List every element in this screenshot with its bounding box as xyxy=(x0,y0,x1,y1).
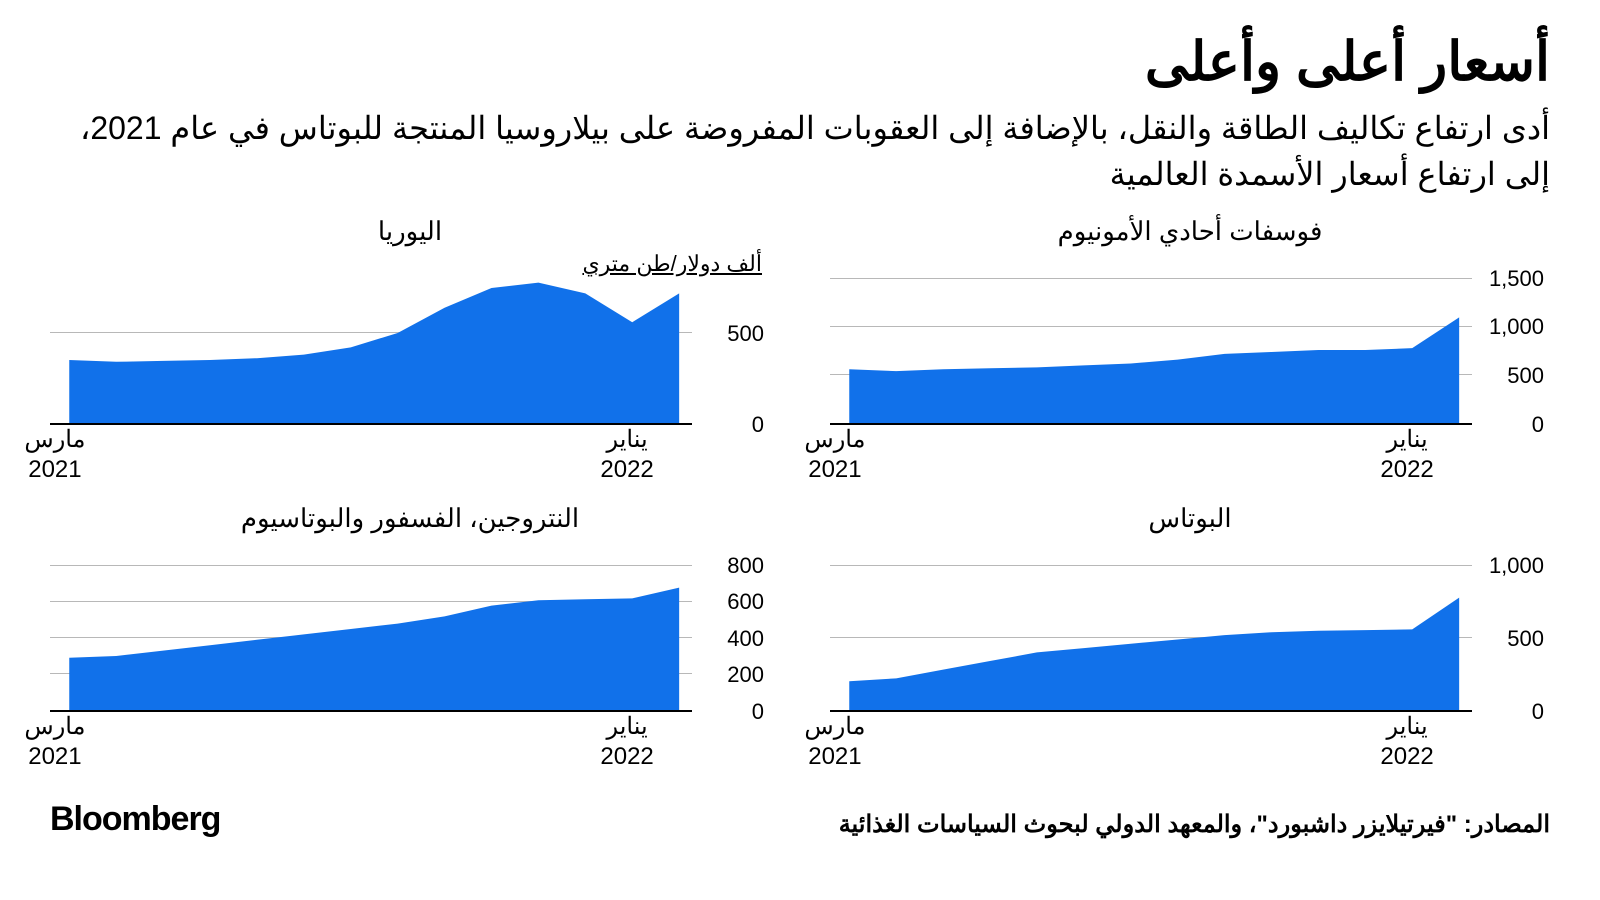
x-axis: مارس2021يناير2022 xyxy=(50,712,770,774)
unit-label: ألف دولار/طن متري xyxy=(50,251,762,277)
panel-title: اليوريا xyxy=(50,216,770,247)
y-axis: 8006004002000 xyxy=(692,566,770,712)
unit-label xyxy=(830,538,1542,564)
x-tick-label: يناير2022 xyxy=(600,425,653,485)
x-tick-label: مارس2021 xyxy=(804,425,865,485)
plot-area xyxy=(50,279,692,425)
y-tick-label: 800 xyxy=(692,553,770,579)
chart-grid: فوسفات أحادي الأمونيوم 1,5001,0005000مار… xyxy=(50,216,1550,774)
unit-label xyxy=(50,538,762,564)
panel-title: فوسفات أحادي الأمونيوم xyxy=(830,216,1550,247)
plot-area xyxy=(50,566,692,712)
x-tick-label: يناير2022 xyxy=(1380,425,1433,485)
panel-npk: النتروجين، الفسفور والبوتاسيوم 800 600 400… xyxy=(50,503,770,774)
source-text: المصادر: "فيرتيلايزر داشبورد"، والمعهد ا… xyxy=(839,810,1550,839)
footer: المصادر: "فيرتيلايزر داشبورد"، والمعهد ا… xyxy=(50,800,1550,839)
panel-title: النتروجين، الفسفور والبوتاسيوم xyxy=(50,503,770,534)
y-tick-label: 500 xyxy=(692,321,770,347)
unit-label xyxy=(830,251,1542,277)
area-chart xyxy=(830,566,1472,710)
y-tick-label: 600 xyxy=(692,589,770,615)
y-tick-label: 500 xyxy=(1472,363,1550,389)
area-chart xyxy=(50,566,692,710)
panel-urea: اليوريا ألف دولار/طن متري5000مارس2021يناي… xyxy=(50,216,770,487)
plot-area xyxy=(830,566,1472,712)
x-axis: مارس2021يناير2022 xyxy=(830,425,1550,487)
panel-map: فوسفات أحادي الأمونيوم 1,5001,0005000مار… xyxy=(830,216,1550,487)
y-axis: 5000 xyxy=(692,279,770,425)
y-tick-label: 1,500 xyxy=(1472,266,1550,292)
x-tick-label: يناير2022 xyxy=(1380,712,1433,772)
bloomberg-logo: Bloomberg xyxy=(50,800,220,839)
x-tick-label: مارس2021 xyxy=(24,712,85,772)
y-tick-label: 500 xyxy=(1472,626,1550,652)
main-title: أسعار أعلى وأعلى xyxy=(50,30,1550,93)
panel-title: البوتاس xyxy=(830,503,1550,534)
y-tick-label: 1,000 xyxy=(1472,553,1550,579)
area-chart xyxy=(50,279,692,423)
area-chart xyxy=(830,279,1472,423)
x-tick-label: مارس2021 xyxy=(24,425,85,485)
y-tick-label: 200 xyxy=(692,662,770,688)
y-axis: 1,0005000 xyxy=(1472,566,1550,712)
y-tick-label: 1,000 xyxy=(1472,314,1550,340)
plot-area xyxy=(830,279,1472,425)
x-axis: مارس2021يناير2022 xyxy=(830,712,1550,774)
x-tick-label: يناير2022 xyxy=(600,712,653,772)
x-tick-label: مارس2021 xyxy=(804,712,865,772)
y-tick-label: 400 xyxy=(692,626,770,652)
subtitle: أدى ارتفاع تكاليف الطاقة والنقل، بالإضاف… xyxy=(50,105,1550,198)
panel-potash: البوتاس 1,0005000مارس2021يناير2022 xyxy=(830,503,1550,774)
y-axis: 1,5001,0005000 xyxy=(1472,279,1550,425)
x-axis: مارس2021يناير2022 xyxy=(50,425,770,487)
